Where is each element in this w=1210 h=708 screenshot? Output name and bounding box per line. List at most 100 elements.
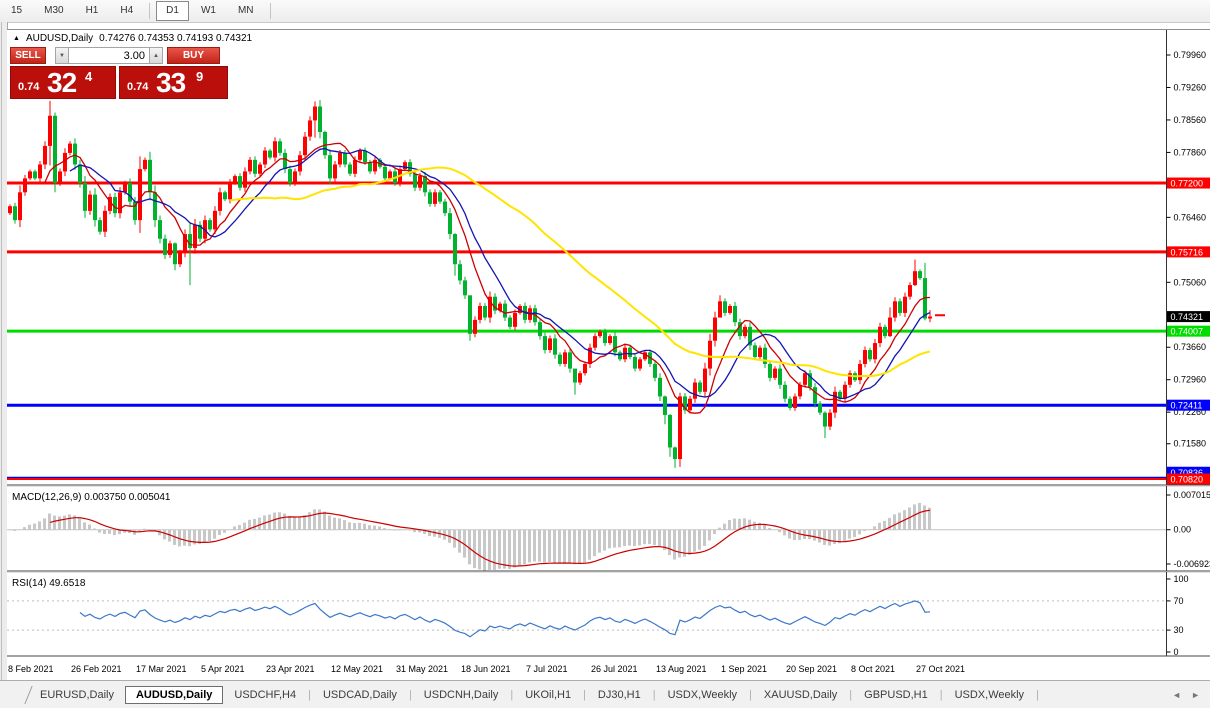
- tabs-scroll-left-icon[interactable]: ◄: [1172, 689, 1182, 700]
- tab-separator: |: [652, 688, 656, 701]
- tab-eurusd-daily[interactable]: EURUSD,Daily: [40, 688, 114, 701]
- tab-ukoil-h1[interactable]: UKOil,H1: [525, 688, 572, 701]
- tab-audusd-daily[interactable]: AUDUSD,Daily: [124, 685, 224, 704]
- chart-symbol-title: AUDUSD,Daily: [25, 33, 94, 44]
- date-tick-label: 18 Jun 2021: [461, 664, 511, 674]
- tab-usdx-weekly[interactable]: USDX,Weekly: [667, 688, 738, 701]
- date-tick-label: 13 Aug 2021: [656, 664, 707, 674]
- buy-button[interactable]: BUY: [167, 47, 220, 64]
- buy-price-prefix: 0.74: [127, 81, 149, 93]
- date-tick-label: 7 Jul 2021: [526, 664, 568, 674]
- volume-increase-button[interactable]: ▲: [149, 47, 163, 64]
- svg-text:0.72411: 0.72411: [1171, 401, 1203, 411]
- caret-up-icon: ▲: [153, 52, 159, 59]
- date-tick-label: 17 Mar 2021: [136, 664, 187, 674]
- tabs-scroll-right-icon[interactable]: ►: [1191, 689, 1200, 700]
- tab-separator: |: [849, 688, 853, 701]
- chart-header: ▲ AUDUSD,Daily 0.74276 0.74353 0.74193 0…: [13, 33, 252, 44]
- svg-text:0.72260: 0.72260: [1174, 407, 1207, 417]
- svg-text:0: 0: [1174, 647, 1179, 657]
- tab-separator: |: [408, 688, 412, 701]
- date-tick-label: 1 Sep 2021: [721, 664, 768, 674]
- toolbar-separator: [149, 3, 151, 19]
- date-tick-label: 8 Oct 2021: [851, 664, 896, 674]
- date-tick-label: 27 Oct 2021: [916, 664, 966, 674]
- timeframe-button-m30[interactable]: M30: [44, 5, 64, 16]
- svg-text:0.76460: 0.76460: [1174, 212, 1207, 222]
- date-tick-label: 8 Feb 2021: [8, 664, 54, 674]
- svg-text:0.78560: 0.78560: [1174, 115, 1207, 125]
- buy-price-pips: 33: [156, 67, 186, 98]
- date-axis: 8 Feb 2021 26 Feb 2021 17 Mar 2021 5 Apr 20…: [7, 657, 1210, 682]
- svg-text:RSI(14) 49.6518: RSI(14) 49.6518: [12, 578, 86, 589]
- svg-text:70: 70: [1174, 596, 1184, 606]
- svg-text:0.70820: 0.70820: [1171, 475, 1204, 485]
- macd-panel-canvas[interactable]: 0.007015 0.00 -0.006923 MACD(12,26,9) 0.003…: [7, 486, 1210, 572]
- one-click-trading-panel: SELL ▼ ▲ BUY 0.74 32 4 0.74: [10, 47, 230, 99]
- chart-ohlc-values: 0.74276 0.74353 0.74193 0.74321: [99, 33, 253, 44]
- tab-separator: |: [583, 688, 586, 701]
- sell-price-prefix: 0.74: [18, 81, 40, 93]
- timeframe-button-d1[interactable]: D1: [156, 1, 189, 21]
- date-tick-label: 26 Jul 2021: [591, 664, 638, 674]
- date-tick-label: 5 Apr 2021: [201, 664, 245, 674]
- svg-text:0.00: 0.00: [1174, 525, 1192, 535]
- tab-separator: |: [1036, 688, 1039, 701]
- tab-separator: |: [510, 688, 514, 701]
- tab-usdx-weekly[interactable]: USDX,Weekly: [954, 688, 1025, 701]
- svg-text:0.74007: 0.74007: [1171, 327, 1204, 337]
- svg-text:0.74321: 0.74321: [1171, 312, 1204, 322]
- toolbar-separator: [269, 3, 271, 19]
- svg-text:0.77200: 0.77200: [1171, 179, 1204, 189]
- volume-input[interactable]: [69, 47, 149, 64]
- main-chart-canvas[interactable]: 0.79960 0.79260 0.78560 0.77860 0.76460 0.750…: [7, 30, 1210, 486]
- svg-text:0.007015: 0.007015: [1174, 490, 1210, 500]
- sell-quote-box[interactable]: 0.74 32 4: [10, 66, 116, 99]
- svg-text:30: 30: [1174, 625, 1184, 635]
- sell-button[interactable]: SELL: [10, 47, 46, 64]
- svg-text:0.72960: 0.72960: [1174, 375, 1207, 385]
- sell-price-pips: 32: [47, 67, 77, 98]
- collapse-chart-icon[interactable]: ▲: [13, 35, 20, 42]
- svg-text:0.75716: 0.75716: [1171, 247, 1204, 257]
- svg-text:0.77860: 0.77860: [1174, 147, 1207, 157]
- timeframe-toolbar: 15 M30 H1 H4 D1 W1 MN: [0, 0, 1210, 23]
- date-tick-label: 20 Sep 2021: [786, 664, 838, 674]
- tab-separator: |: [939, 688, 943, 701]
- svg-text:0.71580: 0.71580: [1174, 439, 1207, 449]
- symbol-tab-bar: EURUSD,Daily AUDUSD,Daily USDCHF,H4 | USDCAD…: [0, 680, 1210, 708]
- tab-usdcad-daily[interactable]: USDCAD,Daily: [322, 688, 397, 701]
- svg-text:0.79260: 0.79260: [1174, 82, 1207, 92]
- timeframe-button-w1[interactable]: W1: [200, 5, 216, 16]
- timeframe-button-15[interactable]: 15: [11, 5, 23, 16]
- svg-text:100: 100: [1174, 574, 1189, 584]
- svg-text:MACD(12,26,9) 0.003750 0.00504: MACD(12,26,9) 0.003750 0.005041: [12, 492, 171, 503]
- volume-decrease-button[interactable]: ▼: [55, 47, 69, 64]
- rsi-panel-canvas[interactable]: 100 70 30 0 RSI(14) 49.6518: [7, 572, 1210, 657]
- date-tick-label: 31 May 2021: [396, 664, 449, 674]
- tab-separator: |: [308, 688, 311, 701]
- tab-gbpusd-h1[interactable]: GBPUSD,H1: [864, 688, 928, 701]
- tab-usdcnh-daily[interactable]: USDCNH,Daily: [423, 688, 499, 701]
- timeframe-button-h1[interactable]: H1: [85, 5, 99, 16]
- sell-price-pipette: 4: [85, 69, 93, 84]
- tab-xauusd-daily[interactable]: XAUUSD,Daily: [763, 688, 838, 701]
- timeframe-button-mn[interactable]: MN: [237, 5, 254, 16]
- tab-usdchf-h4[interactable]: USDCHF,H4: [234, 688, 297, 701]
- svg-text:0.70836: 0.70836: [1171, 468, 1204, 478]
- buy-quote-box[interactable]: 0.74 33 9: [119, 66, 228, 99]
- svg-text:-0.006923: -0.006923: [1174, 559, 1210, 569]
- svg-text:0.73660: 0.73660: [1174, 342, 1207, 352]
- chart-window: ▲ AUDUSD,Daily 0.74276 0.74353 0.74193 0…: [7, 29, 1210, 682]
- date-tick-label: 26 Feb 2021: [71, 664, 122, 674]
- timeframe-button-h4[interactable]: H4: [120, 5, 134, 16]
- buy-price-pipette: 9: [196, 69, 204, 84]
- date-tick-label: 23 Apr 2021: [266, 664, 315, 674]
- svg-text:0.79960: 0.79960: [1174, 50, 1207, 60]
- svg-text:0.75060: 0.75060: [1174, 277, 1207, 287]
- tab-separator: |: [749, 688, 752, 701]
- caret-down-icon: ▼: [59, 52, 65, 59]
- tab-dj30-h1[interactable]: DJ30,H1: [597, 688, 641, 701]
- date-tick-label: 12 May 2021: [331, 664, 384, 674]
